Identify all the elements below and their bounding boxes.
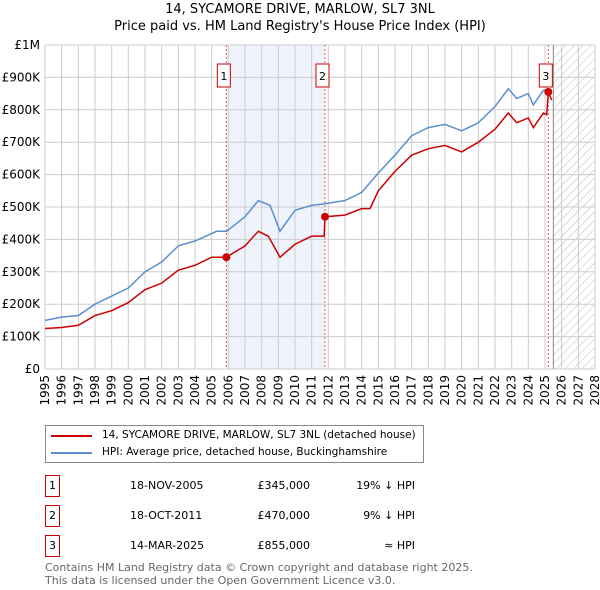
transaction-price: £345,000 — [257, 479, 311, 492]
legend: 14, SYCAMORE DRIVE, MARLOW, SL7 3NL (det… — [45, 425, 424, 463]
x-tick-label: 2009 — [271, 375, 285, 406]
x-tick-label: 1996 — [55, 375, 69, 406]
x-tick-label: 2006 — [221, 375, 235, 406]
x-tick-label: 2002 — [155, 375, 169, 406]
x-tick-label: 2021 — [471, 375, 485, 406]
sale-label: 2 — [319, 70, 326, 83]
x-tick-label: 1998 — [88, 375, 102, 406]
sale-point — [222, 253, 231, 262]
plot-area: 1995 1996 1997 1998 1999 2000 2001 2002 2003 2004… — [2, 38, 600, 406]
sale-point — [544, 87, 553, 96]
x-tick-label: 1997 — [71, 375, 85, 406]
transaction-date: 18-OCT-2011 — [130, 509, 203, 522]
transaction-date: 18-NOV-2005 — [130, 479, 204, 492]
y-tick-label: £700K — [2, 135, 42, 149]
series-line — [44, 87, 552, 322]
y-tick-label: £100K — [2, 330, 42, 344]
marker-badge: 3 — [45, 535, 60, 557]
legend-swatch-hpi — [51, 451, 92, 454]
footer-line: Contains HM Land Registry data © Crown c… — [45, 561, 473, 574]
x-tick-label: 2028 — [588, 375, 600, 406]
x-tick-label: 2008 — [255, 375, 269, 406]
chart-title: 14, SYCAMORE DRIVE, MARLOW, SL7 3NL — [165, 2, 435, 17]
x-tick-label: 2003 — [171, 375, 185, 406]
chart-subtitle: Price paid vs. HM Land Registry's House … — [114, 19, 486, 34]
x-tick-label: 2001 — [138, 375, 152, 406]
x-tick-label: 2017 — [405, 375, 419, 406]
x-tick-label: 2007 — [238, 375, 252, 406]
transaction-hpi: 9% ↓ HPI — [363, 509, 415, 522]
y-tick-label: £600K — [2, 168, 42, 182]
x-tick-label: 2018 — [421, 375, 435, 406]
legend-label-property: 14, SYCAMORE DRIVE, MARLOW, SL7 3NL (det… — [102, 429, 416, 441]
x-tick-label: 2025 — [538, 375, 552, 406]
sale-label: 1 — [220, 70, 227, 83]
y-tick-label: £400K — [2, 232, 42, 246]
x-tick-label: 2004 — [188, 375, 202, 406]
transaction-price: £855,000 — [257, 539, 311, 552]
x-tick-label: 2011 — [305, 375, 319, 406]
x-tick-label: 2020 — [455, 375, 469, 406]
x-tick-label: 2012 — [321, 375, 335, 406]
sale-label-box — [315, 63, 330, 88]
x-tick-label: 2014 — [355, 375, 369, 406]
marker-badge: 1 — [45, 475, 60, 497]
transaction-price: £470,000 — [257, 509, 311, 522]
y-tick-label: £1M — [14, 38, 40, 52]
transaction-hpi: 19% ↓ HPI — [356, 479, 415, 492]
sale-label-box — [216, 63, 231, 88]
transaction-date: 14-MAR-2025 — [130, 539, 205, 552]
x-tick-label: 2013 — [338, 375, 352, 406]
x-tick-label: 2000 — [121, 375, 135, 406]
x-tick-label: 1995 — [38, 375, 52, 406]
footer: Contains HM Land Registry data © Crown c… — [45, 561, 473, 587]
y-tick-label: £800K — [2, 103, 42, 117]
x-tick-label: 2027 — [571, 375, 585, 406]
y-tick-label: £0 — [25, 362, 40, 376]
legend-swatch-property — [51, 434, 92, 437]
x-tick-label: 1999 — [105, 375, 119, 406]
x-tick-label: 2016 — [388, 375, 402, 406]
marker-badge: 2 — [45, 505, 60, 527]
y-tick-label: £200K — [2, 297, 42, 311]
transaction-hpi: ≈ HPI — [384, 539, 415, 552]
x-tick-label: 2005 — [205, 375, 219, 406]
x-tick-label: 2023 — [505, 375, 519, 406]
x-tick-label: 2022 — [488, 375, 502, 406]
x-tick-label: 2019 — [438, 375, 452, 406]
transaction-row: 1 18-NOV-2005 £345,000 19% ↓ HPI — [45, 475, 445, 497]
y-tick-label: £500K — [2, 200, 42, 214]
transaction-row: 3 14-MAR-2025 £855,000 ≈ HPI — [45, 535, 445, 557]
footer-line: This data is licensed under the Open Gov… — [45, 574, 396, 587]
x-tick-label: 2024 — [521, 375, 535, 406]
x-tick-label: 2010 — [288, 375, 302, 406]
y-tick-label: £300K — [2, 265, 42, 279]
sale-point — [321, 212, 329, 221]
transaction-row: 2 18-OCT-2011 £470,000 9% ↓ HPI — [45, 505, 445, 527]
legend-label-hpi: HPI: Average price, detached house, Buck… — [102, 446, 388, 458]
sale-label-box — [538, 63, 553, 88]
x-tick-label: 2026 — [555, 375, 569, 406]
x-tick-label: 2015 — [371, 375, 385, 406]
sale-label: 3 — [542, 70, 549, 83]
y-tick-label: £900K — [2, 70, 42, 84]
